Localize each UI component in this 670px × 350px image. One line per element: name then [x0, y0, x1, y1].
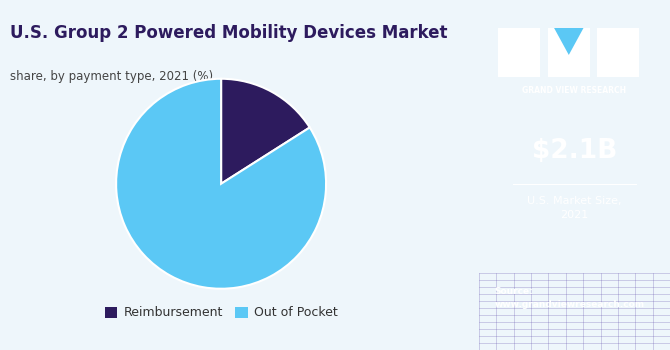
- Text: Source:
www.grandviewresearch.com: Source: www.grandviewresearch.com: [494, 287, 645, 309]
- Text: U.S. Group 2 Powered Mobility Devices Market: U.S. Group 2 Powered Mobility Devices Ma…: [9, 25, 447, 42]
- Text: U.S. Market Size,
2021: U.S. Market Size, 2021: [527, 196, 622, 220]
- FancyBboxPatch shape: [498, 28, 540, 77]
- Wedge shape: [221, 79, 310, 184]
- Polygon shape: [554, 28, 584, 55]
- Wedge shape: [116, 79, 326, 289]
- Text: $2.1B: $2.1B: [532, 138, 617, 163]
- Text: share, by payment type, 2021 (%): share, by payment type, 2021 (%): [9, 70, 212, 83]
- Legend: Reimbursement, Out of Pocket: Reimbursement, Out of Pocket: [100, 301, 342, 324]
- FancyBboxPatch shape: [598, 28, 639, 77]
- Text: GRAND VIEW RESEARCH: GRAND VIEW RESEARCH: [523, 86, 626, 95]
- FancyBboxPatch shape: [548, 28, 590, 77]
